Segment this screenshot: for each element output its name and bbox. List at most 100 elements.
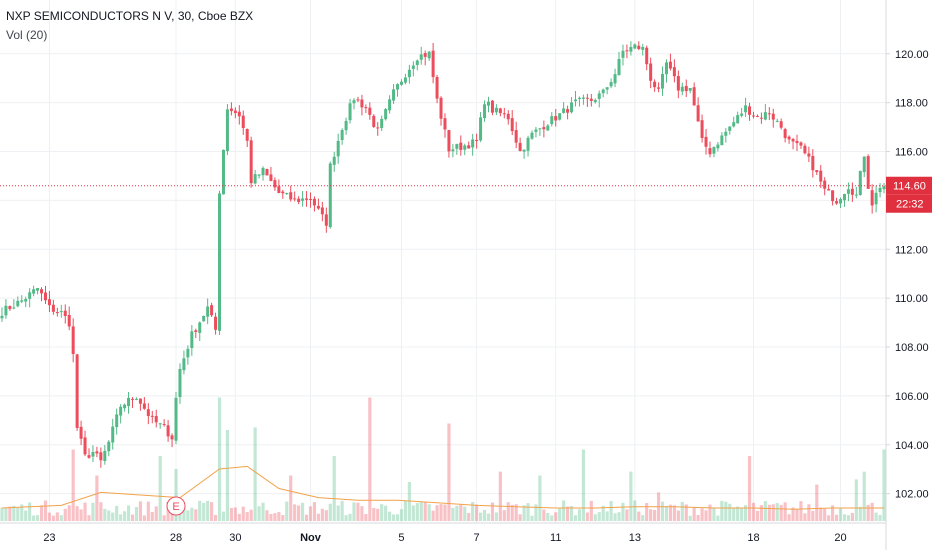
volume-bar [83, 502, 87, 521]
candle-body [368, 107, 372, 115]
volume-bar [771, 504, 775, 521]
volume-bar [403, 501, 408, 521]
candle-body [4, 305, 8, 316]
candle-body [293, 198, 297, 200]
candle-body [190, 331, 194, 348]
volume-bar [328, 503, 332, 521]
candle-body [12, 307, 16, 309]
volume-bar [641, 515, 645, 521]
candle-body [641, 46, 645, 50]
earnings-marker-circle[interactable] [166, 496, 186, 516]
candle-body [269, 174, 273, 181]
volume-bar [356, 502, 360, 521]
candle-body [158, 423, 162, 425]
candle-body [657, 87, 661, 89]
candle-body [257, 174, 261, 176]
volume-bar [28, 502, 32, 521]
volume-bar [858, 506, 862, 521]
candle-body [514, 130, 518, 143]
candle-body [447, 130, 451, 152]
volume-histogram [0, 397, 886, 521]
price-axis[interactable]: 102.00 104.00 106.00 108.00 110.00 112.00 114.… [885, 0, 932, 550]
symbol-legend-title[interactable]: NXP SEMICONDUCTORS N V, 30, Cboe BZX [6, 9, 254, 23]
volume-bar [676, 510, 680, 521]
volume-bar [297, 505, 301, 521]
volume-bar [210, 502, 214, 521]
candle-body [194, 330, 198, 332]
volume-bar [451, 507, 455, 521]
candle-body [633, 44, 637, 49]
volume-bar [530, 515, 534, 521]
candle-body [522, 149, 526, 152]
volume-bar [91, 502, 95, 521]
candle-body [79, 426, 83, 439]
price-tick-label: 120.00 [895, 49, 929, 61]
candle-body [664, 62, 668, 75]
volume-bar [645, 503, 649, 521]
volume-bar [308, 506, 313, 521]
volume-bar [344, 515, 348, 521]
volume-bar [59, 515, 63, 521]
candle-body [59, 311, 63, 313]
candle-body [95, 451, 99, 454]
candle-body [502, 113, 506, 115]
volume-bar [154, 506, 158, 521]
volume-bar [221, 511, 226, 521]
volume-bar [257, 506, 261, 521]
volume-bar [712, 508, 716, 521]
candle-body [550, 116, 554, 125]
volume-bar [514, 504, 518, 521]
candle-body [281, 191, 285, 194]
earnings-markers[interactable]: E [166, 496, 186, 516]
volume-bar [399, 509, 404, 521]
candle-body [819, 170, 823, 182]
volume-bar [775, 503, 779, 521]
candle-body [277, 186, 281, 194]
time-axis[interactable]: 23 28 30 Nov 5 7 11 13 18 20 [0, 522, 886, 544]
volume-bar [846, 515, 851, 521]
volume-bar [649, 509, 653, 521]
candle-body [467, 145, 471, 149]
volume-bar [20, 504, 24, 521]
candle-body [28, 292, 32, 299]
volume-bar [119, 514, 123, 521]
volume-bar [732, 507, 736, 521]
candle-body [858, 170, 862, 195]
volume-bar [862, 471, 866, 521]
candle-body [352, 100, 356, 104]
volume-bar [130, 514, 135, 521]
volume-bar [312, 502, 317, 521]
candle-body [574, 99, 578, 102]
volume-bar [613, 513, 617, 521]
volume-indicator-legend[interactable]: Vol (20) [6, 28, 48, 42]
volume-bar [684, 504, 688, 521]
volume-bar [206, 500, 210, 521]
candle-body [241, 115, 245, 129]
time-tick-label: 20 [834, 532, 846, 544]
candle-body [771, 113, 775, 120]
candle-body [708, 148, 712, 155]
candle-body [174, 397, 178, 441]
candle-body [40, 289, 44, 294]
candle-body [874, 192, 878, 205]
volume-bar [609, 501, 613, 521]
volume-bar [63, 508, 67, 521]
volume-bar [0, 507, 4, 521]
volume-bar [391, 514, 396, 521]
volume-bar [415, 502, 419, 521]
time-tick-label: 13 [629, 532, 641, 544]
candle-body [115, 414, 119, 428]
grid [0, 0, 886, 523]
volume-bar [744, 505, 748, 521]
volume-bar [459, 504, 463, 521]
candle-body [589, 98, 593, 101]
volume-bar [633, 500, 637, 521]
volume-bar [75, 506, 79, 521]
candle-body [538, 128, 542, 130]
candle-body [328, 163, 332, 228]
candle-body [225, 109, 229, 152]
volume-bar [166, 501, 170, 521]
candle-body [585, 97, 589, 99]
